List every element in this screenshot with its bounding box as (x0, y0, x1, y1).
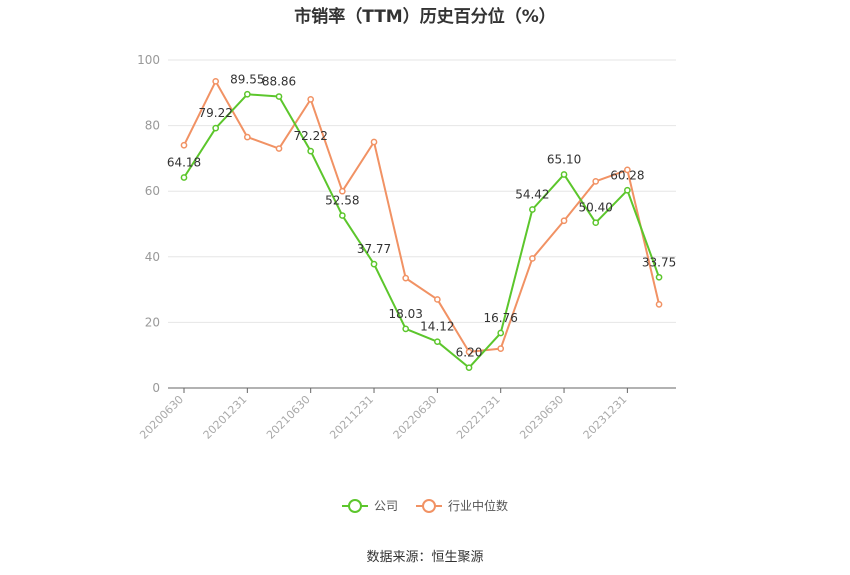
data-label-6: 37.77 (357, 242, 391, 256)
series-0-point-10 (497, 329, 505, 337)
series-0-point-1 (212, 124, 220, 132)
series-0-point-6 (370, 260, 378, 268)
series-0-point-9 (465, 364, 473, 372)
series-0-point-3 (275, 93, 283, 100)
x-tick-label-20201231: 20201231 (201, 393, 250, 442)
series-0-point-0 (180, 174, 188, 181)
data-label-15: 33.75 (642, 255, 676, 269)
series-1-point-14 (624, 166, 631, 174)
series-0-point-12 (560, 171, 568, 178)
series-1-point-1 (212, 77, 220, 85)
series-line-0 (183, 93, 660, 369)
y-tick-label-60: 60 (145, 184, 160, 198)
data-label-9: 6.20 (456, 346, 483, 360)
series-1-point-13 (592, 178, 600, 185)
series-layer (180, 77, 663, 372)
x-tick-label-20220630: 20220630 (391, 393, 440, 442)
series-1-point-0 (180, 141, 188, 149)
series-0-point-4 (307, 147, 315, 155)
data-label-0: 64.18 (167, 155, 201, 169)
data-label-11: 54.42 (515, 188, 549, 202)
series-1-point-5 (339, 187, 346, 195)
data-label-2: 89.55 (230, 72, 264, 86)
data-label-3: 88.86 (262, 75, 296, 89)
y-tick-label-40: 40 (145, 250, 160, 264)
y-tick-label-80: 80 (145, 119, 160, 133)
gridlines (168, 59, 676, 323)
series-1-point-11 (529, 255, 536, 262)
legend-item-company[interactable]: 公司 (341, 497, 398, 514)
x-tick-label-20230630: 20230630 (517, 393, 566, 442)
series-1-point-8 (434, 296, 441, 303)
legend-item-industry[interactable]: 行业中位数 (416, 497, 508, 514)
y-tick-label-20: 20 (145, 315, 160, 329)
series-1-point-10 (497, 345, 505, 352)
series-1-point-3 (275, 145, 283, 152)
series-0-point-11 (529, 206, 536, 213)
x-tick-label-20211231: 20211231 (327, 393, 376, 442)
y-tick-label-100: 100 (137, 53, 160, 67)
series-0-point-8 (434, 338, 441, 346)
data-label-10: 16.76 (484, 311, 518, 325)
series-0-point-2 (243, 90, 251, 98)
series-0-point-13 (592, 219, 600, 227)
x-tick-label-20200630: 20200630 (137, 393, 186, 442)
series-1-point-6 (370, 138, 378, 146)
legend-swatch-company (341, 498, 368, 513)
legend-label-industry: 行业中位数 (448, 499, 509, 513)
y-tick-label-0: 0 (152, 381, 160, 395)
series-1-point-7 (402, 274, 410, 282)
data-label-8: 14.12 (420, 320, 454, 334)
data-label-7: 18.03 (389, 307, 423, 321)
legend-label-company: 公司 (373, 499, 398, 513)
legend-swatch-industry (416, 498, 442, 513)
y-axis: 0 20 40 60 80 100 (137, 53, 160, 395)
data-label-5: 52.58 (325, 194, 359, 208)
series-line-1 (183, 80, 661, 353)
series-1-point-9 (465, 348, 473, 356)
series-0-point-15 (655, 273, 663, 281)
x-axis: 20200630 20201231 20210630 20211231 20220630… (137, 387, 676, 442)
series-0-point-14 (624, 186, 631, 194)
data-label-14: 60.28 (610, 168, 644, 182)
data-label-12: 65.10 (547, 152, 581, 166)
x-tick-label-20210630: 20210630 (264, 393, 313, 442)
series-0-point-7 (402, 325, 410, 333)
chart-title: 市销率（TTM）历史百分位（%） (294, 7, 556, 27)
series-0-point-5 (339, 212, 346, 219)
x-tick-label-20231231: 20231231 (581, 393, 630, 442)
series-1-point-4 (307, 96, 315, 103)
legend: 公司 行业中位数 (0, 497, 850, 514)
series-1-point-2 (243, 133, 251, 141)
x-tick-label-20221231: 20221231 (454, 393, 503, 442)
source-note: 数据来源：恒生聚源 (366, 550, 484, 565)
data-label-1: 79.22 (198, 106, 232, 120)
series-1-point-15 (655, 301, 663, 308)
data-label-4: 72.22 (294, 129, 328, 143)
series-1-point-12 (560, 217, 568, 225)
data-label-13: 50.40 (579, 201, 613, 215)
